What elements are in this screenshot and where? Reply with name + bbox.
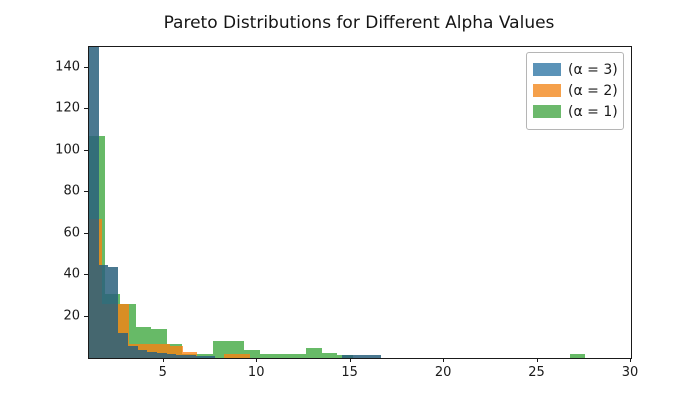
histogram-bar-alpha=3 <box>127 345 138 358</box>
y-tick-label: 140 <box>55 59 80 75</box>
histogram-bar-alpha=3 <box>147 351 157 358</box>
histogram-bar-alpha=3 <box>195 355 206 358</box>
histogram-bar-alpha=1 <box>259 353 276 358</box>
histogram-bar-alpha=1 <box>213 341 229 358</box>
histogram-bar-alpha=3 <box>351 354 362 358</box>
y-tick-mark <box>84 232 88 234</box>
histogram-bar-alpha=1 <box>197 353 214 358</box>
legend-item-alpha2: (α = 2) <box>533 80 623 101</box>
histogram-bar-alpha=1 <box>244 349 260 358</box>
histogram-bar-alpha=3 <box>341 354 352 358</box>
legend-item-alpha3: (α = 3) <box>533 59 623 80</box>
histogram-bar-alpha=3 <box>361 354 371 358</box>
y-tick-label: 100 <box>55 142 80 158</box>
histogram-bar-alpha=3 <box>89 47 99 358</box>
legend-item-alpha1: (α = 1) <box>533 101 623 122</box>
legend: (α = 3) (α = 2) (α = 1) <box>526 52 624 130</box>
histogram-bar-alpha=2 <box>237 353 251 358</box>
y-tick-mark <box>84 66 88 68</box>
histogram-bar-alpha=1 <box>321 352 338 358</box>
x-tick-label: 30 <box>621 365 639 380</box>
histogram-bar-alpha=3 <box>137 349 148 358</box>
y-tick-mark <box>84 149 88 151</box>
histogram-bar-alpha=3 <box>118 333 128 358</box>
x-tick-mark <box>630 358 631 362</box>
y-tick-label: 20 <box>63 308 80 324</box>
x-tick-mark <box>256 358 258 362</box>
histogram-bar-alpha=3 <box>157 352 167 358</box>
histogram-bar-alpha=1 <box>569 353 586 358</box>
y-tick-label: 60 <box>63 225 80 241</box>
y-tick-label: 80 <box>63 183 80 199</box>
legend-swatch-alpha1-icon <box>533 105 561 118</box>
histogram-bar-alpha=3 <box>176 354 187 358</box>
histogram-bar-alpha=1 <box>275 354 291 358</box>
x-tick-label: 25 <box>528 365 545 380</box>
legend-label-alpha2: (α = 2) <box>568 82 618 99</box>
histogram-bar-alpha=1 <box>228 341 245 358</box>
x-tick-label: 10 <box>247 365 265 380</box>
histogram-bar-alpha=3 <box>205 355 216 358</box>
y-tick-label: 120 <box>55 100 80 116</box>
histogram-bar-alpha=3 <box>186 354 196 358</box>
y-tick-mark <box>84 108 88 110</box>
histogram-bar-alpha=2 <box>223 353 238 358</box>
chart-title: Pareto Distributions for Different Alpha… <box>163 13 555 33</box>
y-tick-mark <box>84 274 88 276</box>
x-tick-label: 20 <box>434 365 452 380</box>
histogram-bar-alpha=3 <box>370 354 381 358</box>
x-tick-mark <box>443 358 445 362</box>
x-tick-mark <box>162 358 164 362</box>
x-tick-mark <box>536 358 538 362</box>
histogram-bar-alpha=1 <box>306 347 322 358</box>
x-tick-mark <box>349 358 351 362</box>
legend-label-alpha3: (α = 3) <box>568 61 618 78</box>
histogram-bars <box>89 47 631 358</box>
histogram-bar-alpha=3 <box>98 264 109 358</box>
legend-swatch-alpha3-icon <box>533 63 561 76</box>
plot-area <box>88 46 632 359</box>
histogram-bar-alpha=3 <box>166 353 177 358</box>
histogram-bar-alpha=1 <box>290 354 307 358</box>
x-tick-label: 15 <box>341 365 358 380</box>
y-tick-label: 40 <box>63 266 80 282</box>
legend-swatch-alpha2-icon <box>533 84 561 97</box>
histogram-bar-alpha=3 <box>108 266 119 358</box>
y-tick-mark <box>84 315 88 317</box>
y-tick-mark <box>84 191 88 193</box>
x-tick-label: 5 <box>158 365 167 380</box>
legend-label-alpha1: (α = 1) <box>568 103 618 120</box>
